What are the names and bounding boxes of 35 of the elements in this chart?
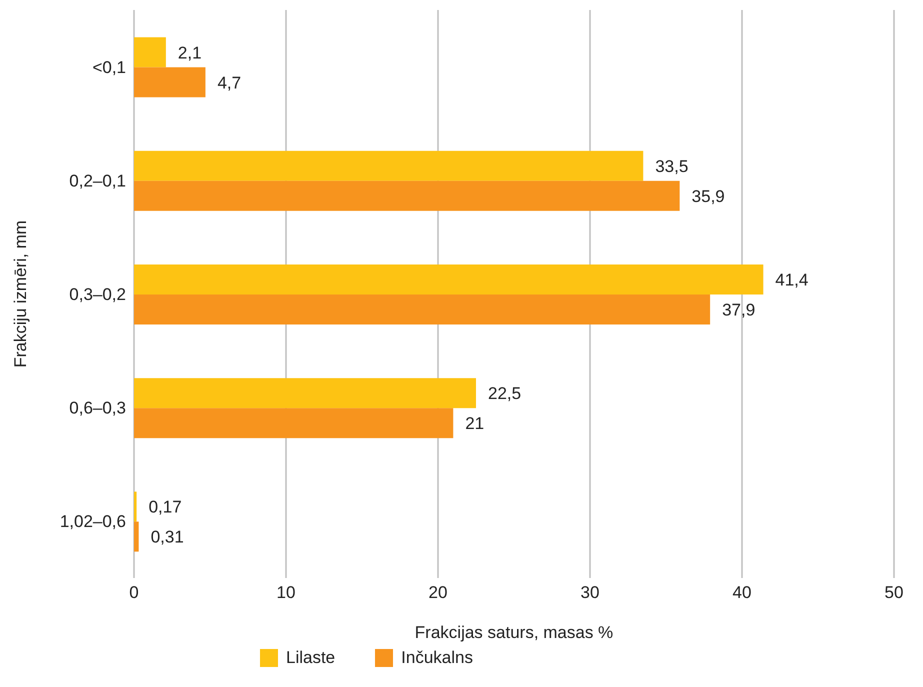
- x-tick-label: 10: [276, 583, 296, 602]
- y-tick-label: 0,3–0,2: [69, 285, 126, 304]
- data-label: 37,9: [722, 300, 756, 320]
- legend-label: Inčukalns: [400, 648, 473, 668]
- data-label: 33,5: [655, 156, 688, 176]
- bar: [134, 408, 454, 438]
- x-tick-label: 50: [884, 583, 904, 602]
- bar: [134, 67, 206, 98]
- bar: [134, 264, 764, 294]
- data-label: 2,1: [178, 43, 202, 62]
- x-tick-label: 0: [129, 583, 139, 602]
- bar: [134, 180, 680, 211]
- x-tick-label: 40: [732, 583, 752, 602]
- bar: [134, 294, 710, 324]
- y-axis-title: Frakciju izmēri, mm: [11, 220, 30, 368]
- legend-label: Lilaste: [285, 648, 336, 668]
- x-axis-title: Frakcijas saturs, masas %: [414, 623, 614, 642]
- bar: [134, 492, 137, 522]
- data-label: 22,5: [488, 384, 522, 404]
- bar: [134, 522, 139, 552]
- bar: [134, 378, 476, 408]
- data-label: 35,9: [692, 186, 725, 206]
- bar: [134, 37, 166, 68]
- y-tick-label: 0,6–0,3: [69, 398, 126, 418]
- data-label: 41,4: [775, 270, 808, 290]
- y-tick-label: <0,1: [92, 58, 126, 77]
- x-tick-label: 30: [580, 583, 600, 602]
- data-label: 4,7: [217, 73, 242, 92]
- data-label: 0,31: [150, 528, 184, 547]
- bar: [134, 150, 644, 181]
- y-tick-label: 1,02–0,6: [60, 512, 126, 532]
- y-tick-label: 0,2–0,1: [69, 171, 126, 190]
- data-label: 0,17: [148, 498, 182, 517]
- data-label: 21: [465, 414, 484, 434]
- x-tick-label: 20: [428, 583, 448, 602]
